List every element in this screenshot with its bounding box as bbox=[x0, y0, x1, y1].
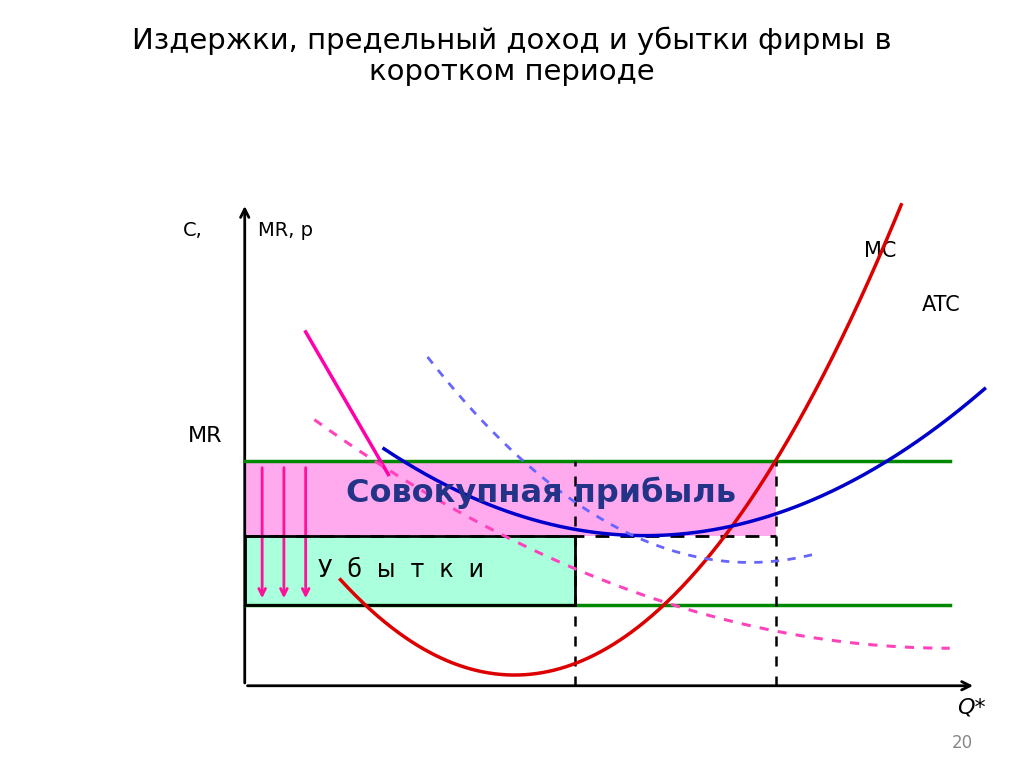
Text: У  б  ы  т  к  и: У б ы т к и bbox=[318, 558, 484, 582]
Bar bbox=[245, 535, 575, 605]
Text: 20: 20 bbox=[951, 734, 973, 752]
Text: коротком периоде: коротком периоде bbox=[370, 58, 654, 86]
Text: MR: MR bbox=[188, 426, 222, 446]
Bar bbox=[245, 460, 776, 535]
Text: MC: MC bbox=[864, 242, 896, 262]
Text: ATC: ATC bbox=[922, 295, 961, 315]
Text: Q*: Q* bbox=[957, 697, 986, 717]
Text: Совокупная прибыль: Совокупная прибыль bbox=[346, 476, 735, 509]
Text: MR, p: MR, p bbox=[258, 221, 312, 239]
Text: С,: С, bbox=[182, 221, 203, 239]
Text: Издержки, предельный доход и убытки фирмы в: Издержки, предельный доход и убытки фирм… bbox=[132, 27, 892, 55]
